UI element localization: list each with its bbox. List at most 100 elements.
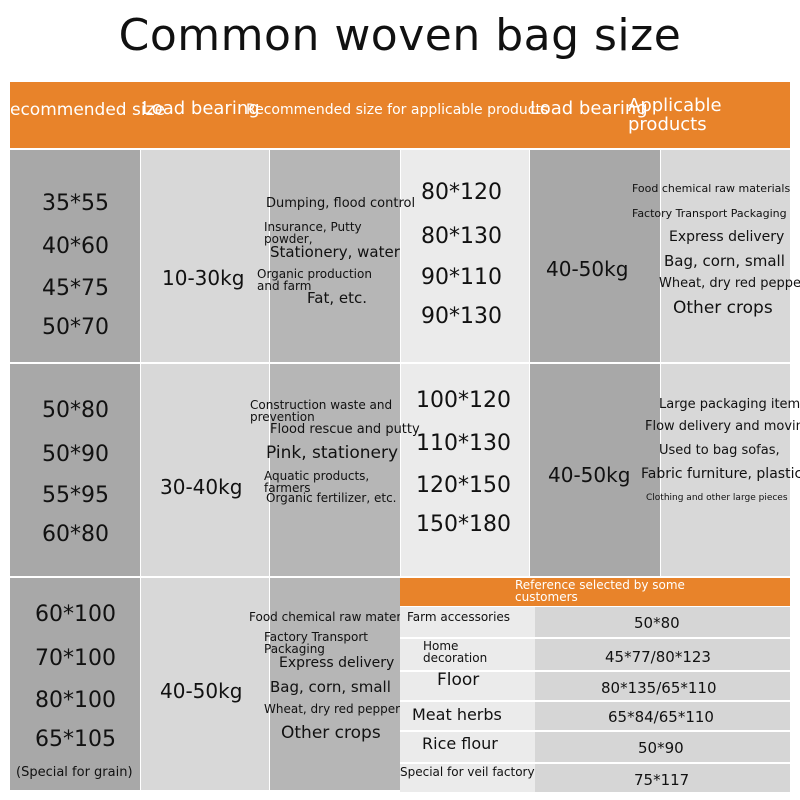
size-label: 45*75: [42, 276, 109, 301]
product-text: Bag, corn, small: [664, 252, 785, 270]
product-text: Insurance, Putty powder,: [264, 220, 362, 246]
size-label: 55*95: [42, 483, 109, 508]
row1-products-cell: [270, 150, 400, 362]
product-text: Used to bag sofas,: [659, 443, 780, 458]
size-label: 50*90: [42, 442, 109, 467]
row3-products-cell: [270, 578, 400, 790]
header-recommended-size: ecommended size: [10, 100, 165, 120]
row1-load-cell: [141, 150, 269, 362]
size-label: 50*80: [42, 398, 109, 423]
product-text: Food chemical raw materials: [632, 182, 791, 195]
size-label: 110*130: [416, 431, 511, 456]
reference-label: Home decoration: [423, 639, 488, 665]
product-text: Fabric furniture, plastic: [641, 466, 800, 482]
row1-size-cell: [10, 150, 140, 362]
row2-load-cell: [141, 364, 269, 576]
row2-load-b-cell: [530, 364, 660, 576]
row2-size-cell: [10, 364, 140, 576]
load-value: 30-40kg: [160, 475, 243, 499]
load-value: 40-50kg: [546, 257, 629, 281]
header-recommended-size-products: Recommended size for applicable products: [246, 102, 549, 118]
size-label: 120*150: [416, 473, 511, 498]
size-label: 65*105: [35, 727, 116, 752]
product-text: Clothing and other large pieces: [646, 493, 788, 503]
reference-label: Special for veil factory: [400, 765, 535, 779]
size-label: 40*60: [42, 234, 109, 259]
size-label: 80*130: [421, 224, 502, 249]
product-text: Construction waste and prevention: [250, 398, 393, 424]
size-label: 80*120: [421, 180, 502, 205]
product-text: Bag, corn, small: [270, 678, 391, 696]
reference-value-cell: [535, 764, 790, 792]
reference-value: 50*80: [634, 614, 680, 632]
reference-label: Farm accessories: [407, 610, 511, 624]
reference-value-cell: [535, 732, 790, 762]
header-load-bearing: Load bearing: [142, 98, 260, 119]
product-text: Wheat, dry red pepper: [659, 276, 800, 291]
product-text: Other crops: [281, 723, 381, 743]
size-label: 60*80: [42, 522, 109, 547]
reference-value-cell: [535, 639, 790, 670]
product-text: Large packaging items: [659, 397, 800, 412]
product-text: Stationery, water: [270, 243, 400, 261]
reference-label: Rice flour: [422, 734, 498, 753]
size-label: 70*100: [35, 646, 116, 671]
row1-size-b-cell: [401, 150, 529, 362]
reference-value-cell: [535, 702, 790, 730]
reference-value: 75*117: [634, 771, 690, 789]
reference-value: 65*84/65*110: [608, 708, 714, 726]
product-text: Factory Transport Packaging: [264, 630, 368, 656]
size-label: 60*100: [35, 602, 116, 627]
reference-label: Floor: [437, 670, 480, 690]
product-text: Organic production and farm: [257, 267, 372, 293]
reference-label-cell: [400, 639, 535, 670]
reference-value: 80*135/65*110: [601, 679, 717, 697]
product-text: Factory Transport Packaging: [632, 207, 787, 220]
size-label: 100*120: [416, 388, 511, 413]
product-text: Wheat, dry red pepper: [264, 702, 401, 716]
product-text: Flow delivery and moving: [645, 419, 800, 434]
product-text: Dumping, flood control: [266, 196, 416, 211]
reference-label-cell: [400, 702, 535, 730]
row2-size-b-cell: [401, 364, 529, 576]
reference-header: Reference selected by some customers: [400, 578, 790, 606]
reference-label: Meat herbs: [412, 705, 502, 724]
product-text: Other crops: [673, 298, 773, 318]
size-label: 150*180: [416, 512, 511, 537]
load-value: 10-30kg: [162, 266, 245, 290]
reference-value-cell: [535, 672, 790, 700]
product-text: Organic fertilizer, etc.: [266, 491, 397, 505]
product-text: Express delivery: [669, 229, 785, 245]
reference-label-cell: [400, 672, 535, 700]
reference-title: Reference selected by some customers: [515, 578, 685, 604]
size-label: 90*130: [421, 304, 502, 329]
load-value: 40-50kg: [548, 463, 631, 487]
product-text: Aquatic products, farmers: [264, 469, 370, 495]
row2-products-cell: [270, 364, 400, 576]
reference-value: 50*90: [638, 739, 684, 757]
product-text: Pink, stationery: [266, 443, 399, 463]
header-applicable-products: Applicable products: [628, 95, 722, 135]
row3-size-cell: [10, 578, 140, 790]
size-label: 50*70: [42, 315, 109, 340]
table-header: ecommended size Load bearing Recommended…: [10, 82, 790, 148]
size-label: 35*55: [42, 191, 109, 216]
reference-label-cell: [400, 607, 535, 637]
load-value: 40-50kg: [160, 679, 243, 703]
header-load-bearing-b: Load bearing: [530, 98, 648, 119]
page-title: Common woven bag size: [118, 10, 682, 61]
reference-label-cell: [400, 732, 535, 762]
reference-label-cell: [400, 764, 535, 792]
product-text: Food chemical raw materials: [249, 610, 422, 624]
row3-load-cell: [141, 578, 269, 790]
reference-value-cell: [535, 607, 790, 637]
product-text: Flood rescue and putty: [270, 422, 420, 437]
row1-load-b-cell: [530, 150, 660, 362]
grain-note: (Special for grain): [16, 765, 133, 780]
product-text: Express delivery: [279, 655, 395, 671]
row1-products-b-cell: [661, 150, 790, 362]
size-label: 90*110: [421, 265, 502, 290]
reference-value: 45*77/80*123: [605, 648, 711, 666]
product-text: Fat, etc.: [307, 289, 367, 307]
row2-products-b-cell: [661, 364, 790, 576]
